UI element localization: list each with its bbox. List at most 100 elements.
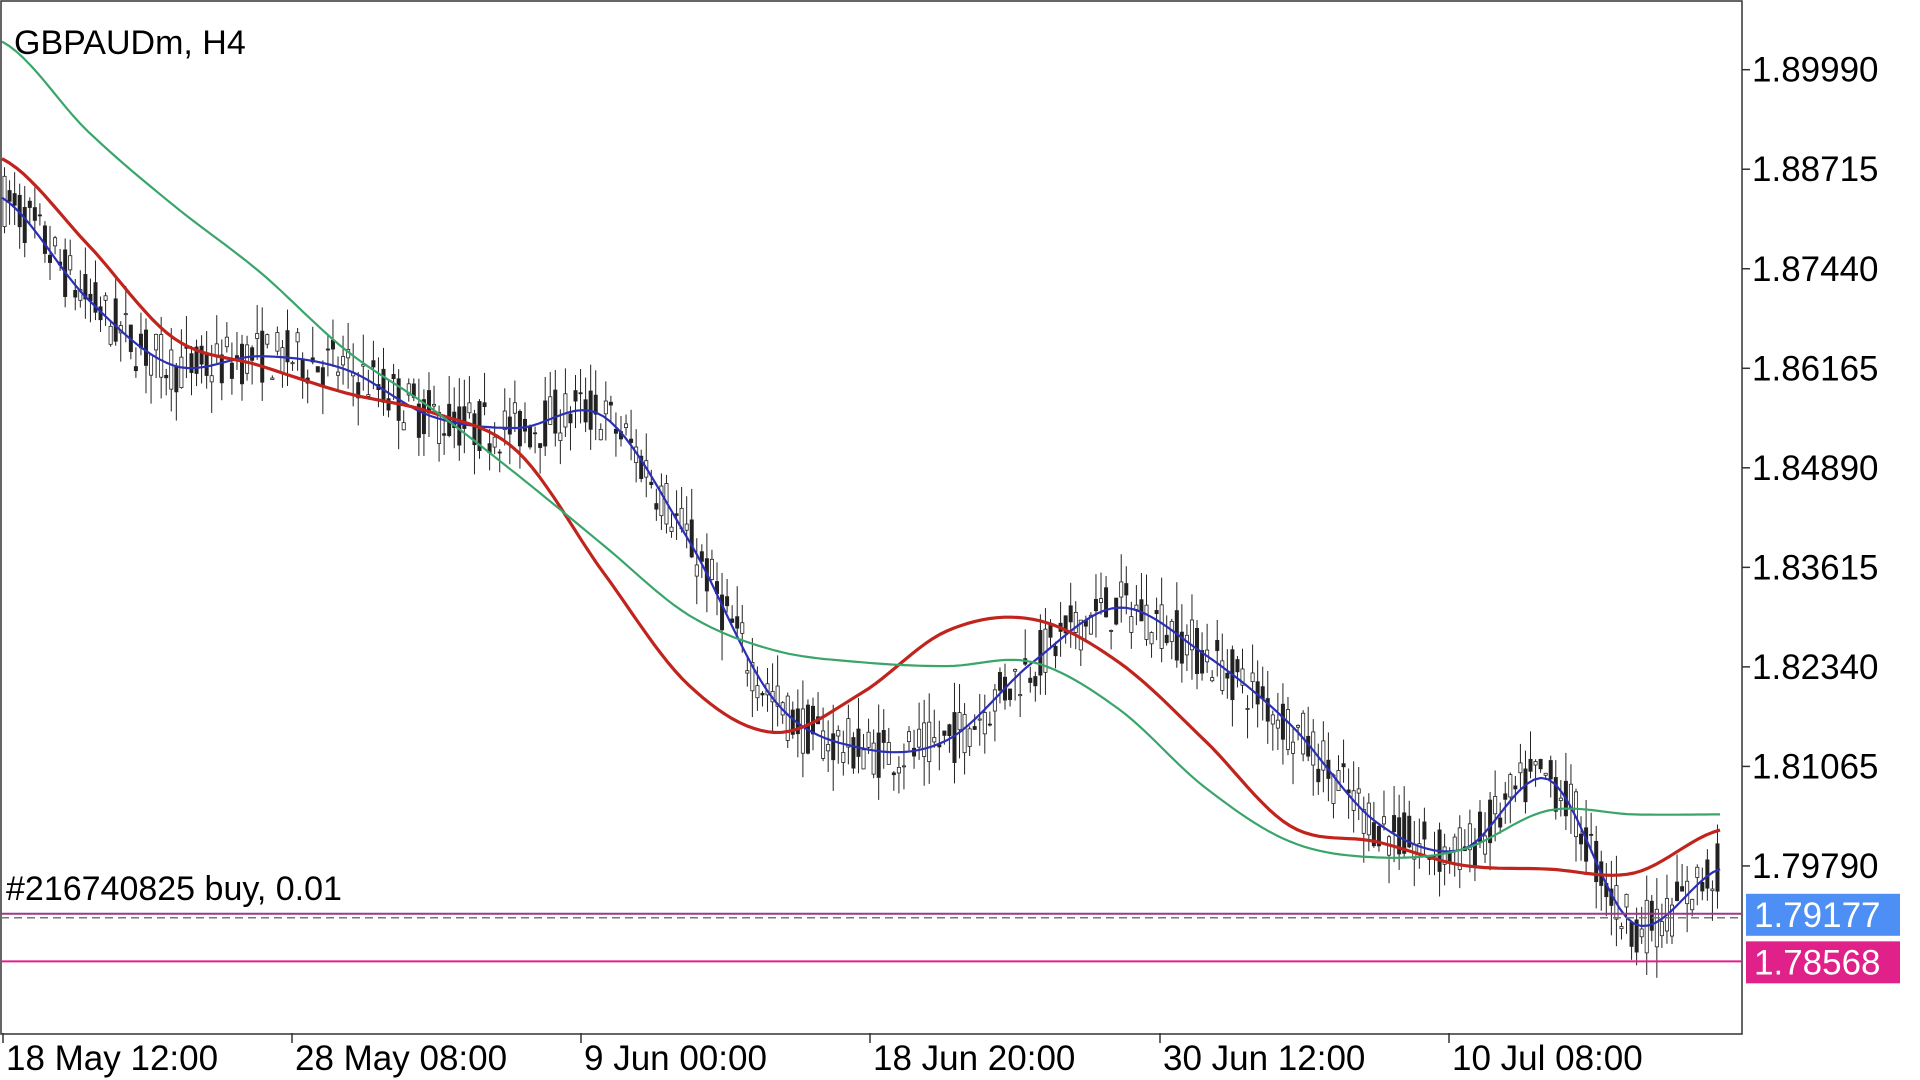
candle-body (472, 413, 477, 446)
candle-body (421, 399, 426, 435)
candle-body (901, 765, 906, 768)
candle-body (967, 728, 972, 747)
candle-body (406, 383, 411, 396)
candle-body (1104, 587, 1109, 618)
y-tick-label: 1.83615 (1752, 548, 1879, 587)
candle-body (320, 367, 325, 386)
candle-body (432, 403, 437, 407)
candle-body (896, 767, 901, 774)
candle-body (1296, 725, 1301, 728)
candle-body (1452, 836, 1457, 852)
candle-body (512, 402, 517, 414)
candle-body (265, 334, 270, 345)
candle-body (735, 616, 740, 629)
candle-body (169, 349, 174, 390)
candle-body (659, 485, 664, 517)
candle-body (745, 670, 750, 674)
candle-body (1629, 921, 1634, 947)
candle-body (497, 451, 502, 454)
candle-body (1189, 619, 1194, 651)
candle-body (1513, 785, 1518, 790)
candle-body (725, 596, 730, 607)
candle-body (53, 237, 58, 247)
candle-body (12, 193, 17, 206)
candle-body (720, 594, 725, 631)
candle-body (1114, 597, 1119, 625)
candle-body (891, 772, 896, 776)
candle-body (856, 728, 861, 757)
candle-body (194, 346, 199, 374)
candle-body (1538, 758, 1543, 770)
candle-body (876, 732, 881, 778)
candle-body (93, 282, 98, 313)
candle-body (1124, 583, 1129, 596)
candle-body (1139, 599, 1144, 622)
x-tick-label: 9 Jun 00:00 (584, 1039, 767, 1078)
candle-body (32, 207, 37, 221)
candle-body (1543, 772, 1548, 776)
candle-body (1654, 908, 1659, 948)
candle-body (881, 730, 886, 743)
candle-body (1488, 799, 1493, 844)
candle-body (1422, 821, 1427, 840)
candle-body (1184, 634, 1189, 656)
candle-body (164, 374, 169, 379)
x-tick-label: 28 May 08:00 (295, 1039, 507, 1078)
candle-body (209, 375, 214, 383)
candle-body (750, 661, 755, 692)
candle-body (1366, 802, 1371, 836)
candle-body (1028, 677, 1033, 683)
candle-body (1356, 788, 1361, 794)
candle-body (755, 685, 760, 699)
candle-body (1250, 672, 1255, 683)
candle-body (1619, 926, 1624, 930)
candle-body (290, 362, 295, 365)
candle-body (1518, 762, 1523, 774)
candle-body (482, 402, 487, 408)
candle-body (1371, 822, 1376, 847)
x-tick-label: 18 Jun 20:00 (873, 1039, 1075, 1078)
candle-body (1675, 881, 1680, 901)
y-tick-label: 1.82340 (1752, 648, 1879, 687)
candle-body (866, 731, 871, 748)
candle-body (1715, 843, 1720, 892)
candle-body (1033, 676, 1038, 687)
candle-body (1053, 645, 1058, 657)
y-tick-label: 1.79790 (1752, 847, 1879, 886)
candle-body (1690, 898, 1695, 911)
order-label: #216740825 buy, 0.01 (6, 870, 342, 908)
candle-body (522, 418, 527, 432)
candle-body (189, 353, 194, 373)
candle-body (219, 354, 224, 384)
candle-body (1442, 846, 1447, 865)
candle-body (927, 721, 932, 763)
candle-body (159, 334, 164, 378)
candle-body (947, 724, 952, 737)
candle-body (558, 432, 563, 441)
candle-body (1210, 677, 1215, 682)
x-tick-label: 10 Jul 08:00 (1452, 1039, 1643, 1078)
candle-body (275, 332, 280, 352)
candle-body (1149, 632, 1154, 645)
candle-body (68, 255, 73, 271)
candle-body (154, 333, 159, 351)
candle-body (73, 289, 78, 298)
candle-body (1584, 827, 1589, 862)
candle-body (553, 389, 558, 434)
candle-body (1321, 740, 1326, 771)
current-price-label: 1.79177 (1754, 896, 1881, 935)
candle-body (27, 200, 32, 208)
x-tick-label: 18 May 12:00 (6, 1039, 218, 1078)
y-tick-label: 1.86165 (1752, 349, 1879, 388)
candle-body (699, 551, 704, 562)
candle-body (7, 190, 12, 202)
candle-body (1073, 612, 1078, 633)
candle-body (1477, 811, 1482, 842)
candle-body (1503, 793, 1508, 800)
candle-body (1695, 866, 1700, 878)
candle-body (240, 343, 245, 385)
price-axis: 1.89990 1.88715 1.87440 1.86165 1.84890 1.836… (1742, 51, 1879, 886)
candle-body (1407, 815, 1412, 848)
candle-body (1553, 777, 1558, 812)
